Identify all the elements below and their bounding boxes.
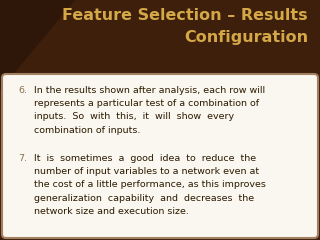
Text: 7.: 7. bbox=[18, 154, 27, 163]
Text: In the results shown after analysis, each row will
represents a particular test : In the results shown after analysis, eac… bbox=[34, 86, 265, 135]
Text: It  is  sometimes  a  good  idea  to  reduce  the
number of input variables to a: It is sometimes a good idea to reduce th… bbox=[34, 154, 266, 216]
Polygon shape bbox=[0, 0, 75, 90]
Text: Feature Selection – Results: Feature Selection – Results bbox=[62, 8, 308, 23]
Text: Configuration: Configuration bbox=[184, 30, 308, 45]
FancyBboxPatch shape bbox=[2, 74, 318, 238]
Text: 6.: 6. bbox=[18, 86, 27, 95]
